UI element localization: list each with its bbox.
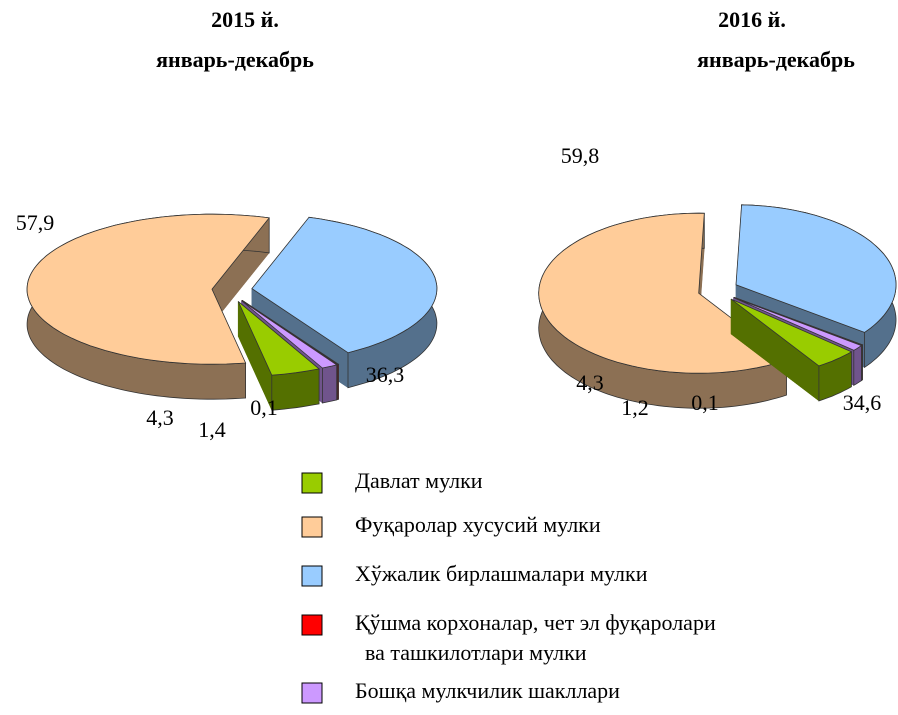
legend-label: Бошқа мулкчилик шакллари [355, 678, 620, 703]
slice-wall [271, 368, 320, 411]
data-label: 57,9 [16, 210, 55, 235]
slice-top [735, 204, 897, 333]
slice-top [26, 213, 270, 365]
chart-title: 2016 й. [718, 7, 786, 32]
chart-title: 2015 й. [211, 7, 279, 32]
legend-label: Фуқаролар хусусий мулки [355, 512, 601, 537]
slice-top [251, 216, 438, 354]
legend-swatch [301, 472, 323, 494]
slice-top [538, 212, 788, 374]
legend-swatch [301, 565, 323, 587]
slice-top [241, 300, 338, 369]
legend-label: ва ташкилотлари мулки [365, 640, 587, 665]
slice-top [237, 301, 321, 376]
data-label: 34,6 [843, 390, 882, 415]
data-label: 4,3 [146, 405, 174, 430]
slice-top [733, 296, 864, 346]
slice-wall [861, 344, 863, 381]
slice-top [242, 299, 340, 366]
chart-subtitle: январь-декабрь [156, 47, 314, 72]
slice-top [733, 297, 863, 351]
data-label: 0,1 [250, 395, 278, 420]
data-label: 1,4 [198, 417, 226, 442]
data-label: 1,2 [621, 395, 649, 420]
slice [26, 213, 270, 400]
legend-label: Хўжалик бирлашмалари мулки [355, 561, 648, 586]
slice-wall [337, 363, 339, 401]
slice [730, 298, 853, 402]
slice-wall [322, 364, 338, 404]
chart-subtitle: январь-декабрь [697, 47, 855, 72]
slice [237, 300, 321, 411]
legend-swatch [301, 516, 323, 538]
legend-swatch [301, 682, 323, 704]
data-label: 0,1 [691, 390, 719, 415]
data-label: 59,8 [561, 143, 600, 168]
data-label: 4,3 [576, 370, 604, 395]
slice-top [730, 298, 853, 367]
legend-label: Давлат мулки [355, 468, 483, 493]
slice [538, 212, 788, 409]
legend-label: Қўшма корхоналар, чет эл фуқаролари [355, 610, 716, 635]
data-label: 36,3 [366, 362, 405, 387]
slice-wall [853, 344, 862, 386]
legend-swatch [301, 614, 323, 636]
